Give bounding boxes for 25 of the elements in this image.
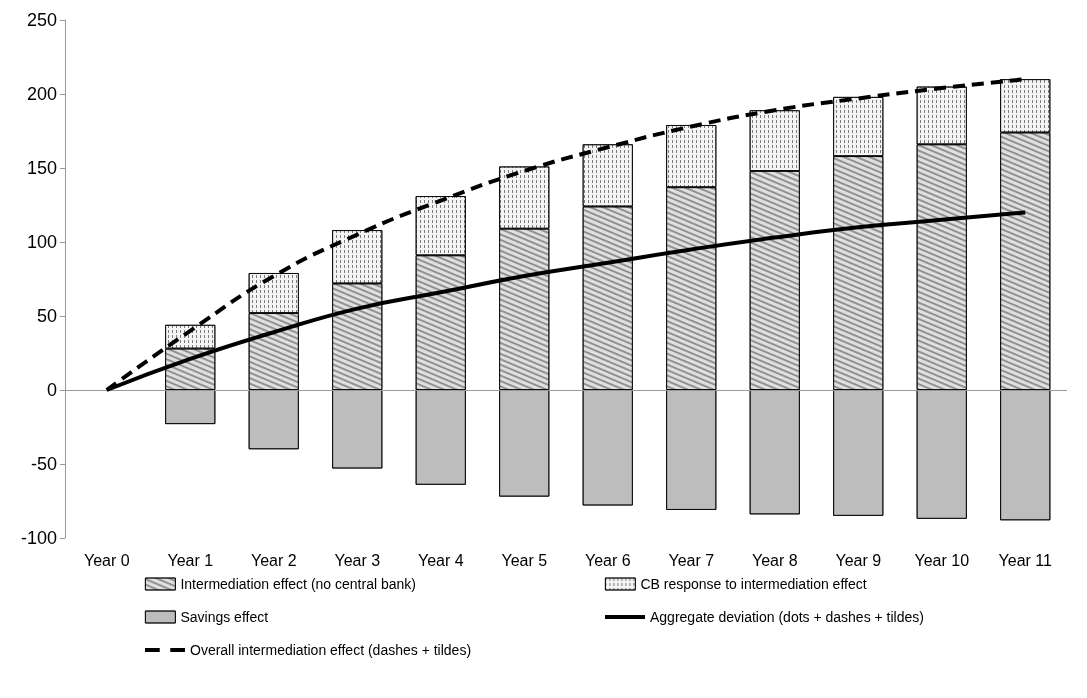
x-tick-label: Year 7 [668, 551, 715, 569]
x-tick-label: Year 11 [998, 551, 1053, 569]
y-tick-label: -100 [20, 528, 57, 548]
y-tick-label: 50 [36, 306, 57, 326]
x-tick-label: Year 0 [83, 551, 130, 569]
y-tick-label: 100 [26, 232, 57, 252]
y-tick-label: 150 [26, 158, 57, 178]
legend-label: Overall intermediation effect (dashes + tildes) [190, 642, 472, 658]
legend-label: Aggregate deviation (dots + dashes + tildes) [650, 609, 924, 625]
y-tick-label: -50 [30, 454, 57, 474]
x-tick-label: Year 3 [334, 551, 381, 569]
x-tick-label: Year 2 [250, 551, 297, 569]
x-tick-label: Year 10 [914, 551, 970, 569]
legend-label: Intermediation effect (no central bank) [180, 576, 416, 592]
x-tick-label: Year 5 [501, 551, 548, 569]
y-tick-label: 200 [26, 84, 57, 104]
y-tick-label: 0 [46, 380, 57, 400]
legend-label: CB response to intermediation effect [640, 576, 867, 592]
x-tick-label: Year 9 [835, 551, 882, 569]
x-tick-label: Year 4 [417, 551, 464, 569]
x-tick-label: Year 6 [584, 551, 631, 569]
y-tick-label: 250 [26, 10, 57, 30]
legend-label: Savings effect [180, 609, 269, 625]
x-tick-label: Year 8 [751, 551, 798, 569]
x-tick-label: Year 1 [167, 551, 214, 569]
